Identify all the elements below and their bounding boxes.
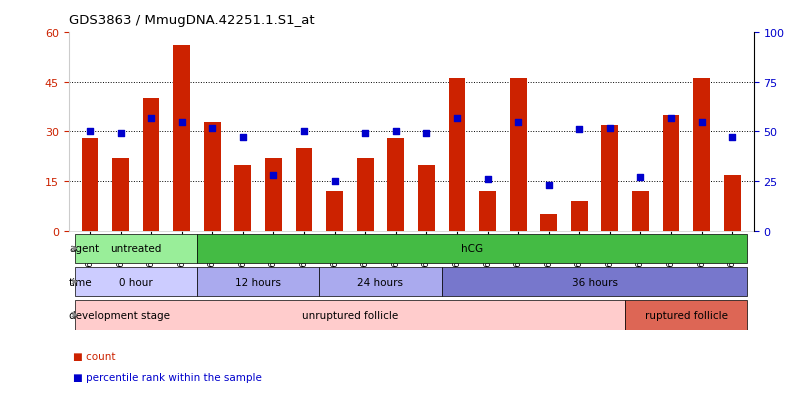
- Point: [359, 131, 372, 138]
- Text: ■ percentile rank within the sample: ■ percentile rank within the sample: [73, 372, 261, 382]
- Bar: [265, 159, 282, 231]
- Bar: [571, 202, 588, 231]
- Bar: [81, 139, 98, 231]
- FancyBboxPatch shape: [625, 300, 747, 330]
- Bar: [388, 139, 404, 231]
- Bar: [357, 159, 374, 231]
- Point: [634, 174, 647, 181]
- FancyBboxPatch shape: [197, 234, 747, 264]
- Bar: [663, 116, 679, 231]
- Point: [267, 173, 280, 179]
- Point: [604, 125, 617, 131]
- Bar: [724, 175, 741, 231]
- Text: 24 hours: 24 hours: [358, 277, 404, 287]
- Point: [512, 119, 525, 126]
- Bar: [418, 165, 434, 231]
- Bar: [632, 192, 649, 231]
- Point: [328, 178, 341, 185]
- Text: hCG: hCG: [461, 244, 484, 254]
- Bar: [204, 122, 221, 231]
- Point: [84, 129, 97, 135]
- FancyBboxPatch shape: [197, 267, 319, 297]
- Bar: [448, 79, 465, 231]
- FancyBboxPatch shape: [75, 300, 625, 330]
- Bar: [693, 79, 710, 231]
- Text: GDS3863 / MmugDNA.42251.1.S1_at: GDS3863 / MmugDNA.42251.1.S1_at: [69, 14, 314, 26]
- Point: [665, 115, 678, 121]
- Point: [144, 115, 157, 121]
- Text: ruptured follicle: ruptured follicle: [645, 310, 728, 320]
- Bar: [601, 126, 618, 231]
- Bar: [235, 165, 251, 231]
- Bar: [112, 159, 129, 231]
- FancyBboxPatch shape: [75, 234, 197, 264]
- Text: 36 hours: 36 hours: [571, 277, 617, 287]
- Point: [175, 119, 188, 126]
- Text: untreated: untreated: [110, 244, 161, 254]
- Bar: [509, 79, 526, 231]
- Text: 0 hour: 0 hour: [119, 277, 152, 287]
- Point: [389, 129, 402, 135]
- Bar: [296, 149, 313, 231]
- Bar: [326, 192, 343, 231]
- Point: [481, 176, 494, 183]
- Point: [542, 183, 555, 189]
- FancyBboxPatch shape: [442, 267, 747, 297]
- Point: [297, 129, 310, 135]
- Text: ■ count: ■ count: [73, 351, 115, 361]
- Bar: [479, 192, 496, 231]
- Point: [573, 127, 586, 133]
- Text: 12 hours: 12 hours: [235, 277, 281, 287]
- Point: [725, 135, 738, 141]
- Bar: [143, 99, 160, 231]
- Text: time: time: [69, 277, 93, 287]
- Text: agent: agent: [69, 244, 99, 254]
- Point: [206, 125, 218, 131]
- Bar: [173, 46, 190, 231]
- Text: development stage: development stage: [69, 310, 170, 320]
- Point: [420, 131, 433, 138]
- Text: unruptured follicle: unruptured follicle: [301, 310, 398, 320]
- Point: [695, 119, 708, 126]
- Bar: [540, 215, 557, 231]
- Point: [451, 115, 463, 121]
- FancyBboxPatch shape: [75, 267, 197, 297]
- Point: [114, 131, 127, 138]
- Point: [236, 135, 249, 141]
- FancyBboxPatch shape: [319, 267, 442, 297]
